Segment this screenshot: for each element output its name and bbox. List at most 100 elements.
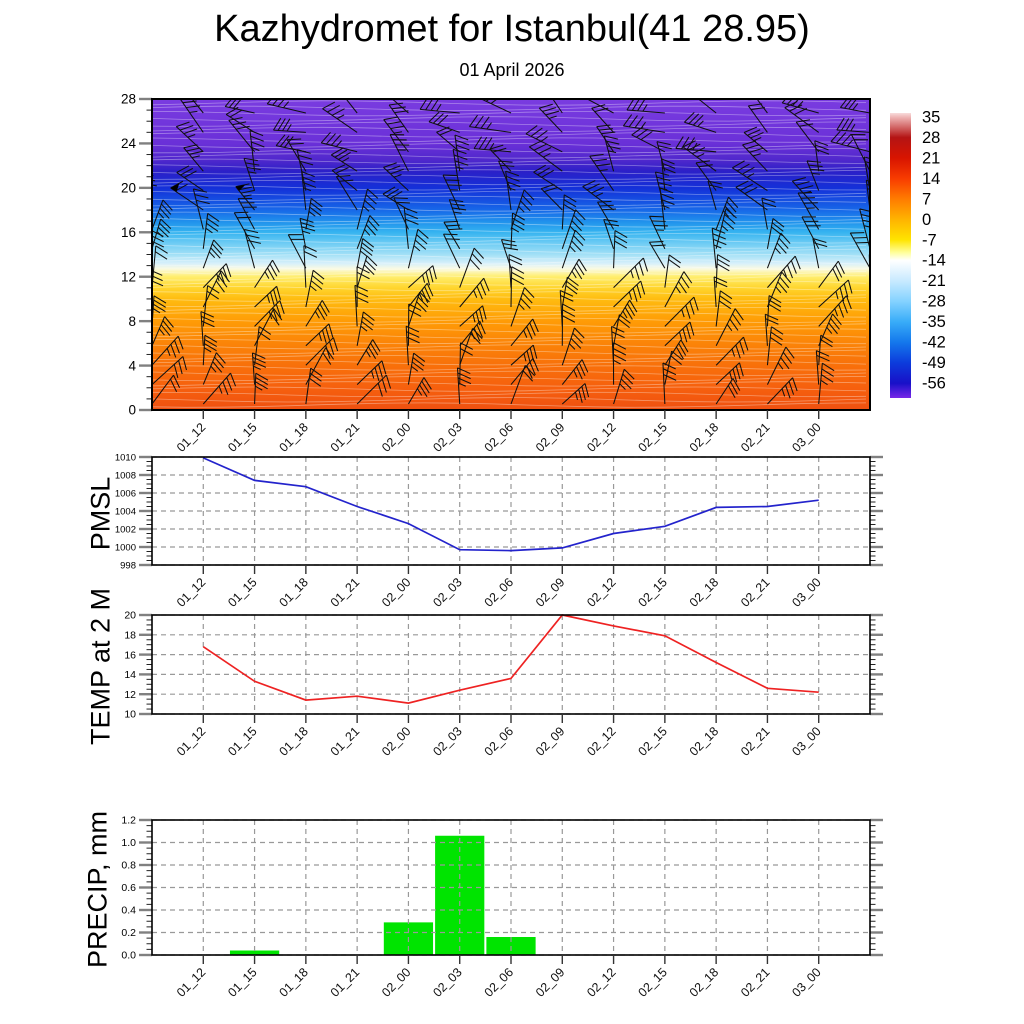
svg-text:01_12: 01_12 bbox=[174, 575, 209, 610]
svg-text:01_15: 01_15 bbox=[225, 724, 260, 759]
svg-text:-21: -21 bbox=[922, 272, 946, 290]
svg-text:02_12: 02_12 bbox=[584, 575, 619, 610]
svg-text:03_00: 03_00 bbox=[789, 724, 824, 759]
svg-text:16: 16 bbox=[121, 225, 136, 240]
svg-text:02_15: 02_15 bbox=[635, 575, 670, 610]
pmsl-line bbox=[202, 457, 819, 552]
svg-text:02_00: 02_00 bbox=[379, 965, 414, 1000]
pmsl-panel: 998 1000 1002 1004 1006 1008 1010 01_12 01_15 01_… bbox=[115, 452, 883, 610]
svg-text:20: 20 bbox=[121, 181, 136, 196]
svg-text:0.2: 0.2 bbox=[121, 927, 136, 939]
svg-text:-14: -14 bbox=[922, 252, 946, 270]
svg-text:1002: 1002 bbox=[115, 524, 136, 535]
svg-text:02_06: 02_06 bbox=[482, 724, 517, 759]
svg-text:03_00: 03_00 bbox=[789, 575, 824, 610]
svg-text:20: 20 bbox=[124, 610, 136, 622]
svg-text:0: 0 bbox=[922, 211, 931, 229]
svg-text:14: 14 bbox=[124, 669, 136, 681]
svg-text:02_03: 02_03 bbox=[430, 420, 465, 455]
temperature-colorbar: 35 28 21 14 7 0 -7 -14 -21 -28 -35 -42 -49 -56 bbox=[890, 109, 946, 398]
svg-text:0.0: 0.0 bbox=[121, 950, 136, 962]
svg-text:02_18: 02_18 bbox=[687, 724, 722, 759]
svg-text:01_18: 01_18 bbox=[276, 575, 311, 610]
svg-text:02_00: 02_00 bbox=[379, 724, 414, 759]
svg-text:03_00: 03_00 bbox=[789, 420, 824, 455]
svg-text:1.0: 1.0 bbox=[121, 837, 136, 849]
svg-text:28: 28 bbox=[922, 129, 940, 147]
svg-text:-56: -56 bbox=[922, 375, 946, 393]
svg-text:02_15: 02_15 bbox=[635, 420, 670, 455]
svg-text:01_21: 01_21 bbox=[328, 420, 363, 455]
svg-text:1008: 1008 bbox=[115, 470, 136, 481]
temp-2m-line bbox=[202, 614, 819, 704]
svg-text:7: 7 bbox=[922, 190, 931, 208]
svg-text:12: 12 bbox=[124, 689, 136, 701]
wind-barbs bbox=[152, 99, 870, 405]
svg-text:02_06: 02_06 bbox=[482, 575, 517, 610]
svg-text:02_21: 02_21 bbox=[738, 575, 773, 610]
svg-text:12: 12 bbox=[121, 269, 136, 284]
date-subtitle: 01 April 2026 bbox=[459, 60, 565, 80]
svg-text:1004: 1004 bbox=[115, 506, 136, 517]
svg-text:01_18: 01_18 bbox=[276, 724, 311, 759]
svg-text:01_21: 01_21 bbox=[328, 575, 363, 610]
svg-text:01_12: 01_12 bbox=[174, 724, 209, 759]
svg-text:-35: -35 bbox=[922, 313, 946, 331]
svg-text:02_06: 02_06 bbox=[482, 420, 517, 455]
svg-text:24: 24 bbox=[121, 136, 137, 151]
svg-text:02_18: 02_18 bbox=[687, 575, 722, 610]
svg-text:01_21: 01_21 bbox=[328, 965, 363, 1000]
page-title: Kazhydromet for Istanbul(41 28.95) bbox=[214, 8, 810, 50]
svg-text:21: 21 bbox=[922, 149, 940, 167]
svg-text:01_15: 01_15 bbox=[225, 420, 260, 455]
svg-text:02_03: 02_03 bbox=[430, 965, 465, 1000]
svg-text:18: 18 bbox=[124, 629, 136, 641]
svg-text:01_18: 01_18 bbox=[276, 420, 311, 455]
svg-text:03_00: 03_00 bbox=[789, 965, 824, 1000]
svg-text:4: 4 bbox=[128, 358, 136, 373]
svg-text:02_03: 02_03 bbox=[430, 575, 465, 610]
svg-text:02_18: 02_18 bbox=[687, 965, 722, 1000]
svg-text:02_12: 02_12 bbox=[584, 724, 619, 759]
svg-text:16: 16 bbox=[124, 649, 136, 661]
svg-text:-7: -7 bbox=[922, 231, 937, 249]
svg-text:02_15: 02_15 bbox=[635, 965, 670, 1000]
svg-text:02_09: 02_09 bbox=[533, 575, 568, 610]
svg-text:998: 998 bbox=[120, 560, 136, 571]
svg-text:0.4: 0.4 bbox=[121, 905, 136, 917]
svg-text:-28: -28 bbox=[922, 293, 946, 311]
svg-text:02_15: 02_15 bbox=[635, 724, 670, 759]
svg-text:1.2: 1.2 bbox=[121, 815, 136, 827]
temp-panel: 10 12 14 16 18 20 01_12 01_15 01_18 01_21 02_00 02_… bbox=[124, 610, 883, 759]
svg-text:02_09: 02_09 bbox=[533, 965, 568, 1000]
svg-text:-42: -42 bbox=[922, 334, 946, 352]
svg-text:02_06: 02_06 bbox=[482, 965, 517, 1000]
svg-text:01_18: 01_18 bbox=[276, 965, 311, 1000]
cross-section-panel: 0 4 8 12 16 20 24 28 01_12 01_15 01_18 01_21 02_00 02… bbox=[121, 92, 871, 455]
svg-text:1010: 1010 bbox=[115, 452, 136, 463]
precip-bar bbox=[229, 950, 280, 955]
svg-text:02_18: 02_18 bbox=[687, 420, 722, 455]
temperature-shading bbox=[152, 99, 870, 410]
svg-text:01_12: 01_12 bbox=[174, 965, 209, 1000]
svg-text:01_15: 01_15 bbox=[225, 575, 260, 610]
svg-text:02_00: 02_00 bbox=[379, 575, 414, 610]
svg-text:02_21: 02_21 bbox=[738, 724, 773, 759]
svg-text:02_21: 02_21 bbox=[738, 965, 773, 1000]
svg-text:01_21: 01_21 bbox=[328, 724, 363, 759]
svg-text:0.8: 0.8 bbox=[121, 860, 136, 872]
svg-text:02_21: 02_21 bbox=[738, 420, 773, 455]
svg-text:10: 10 bbox=[124, 709, 136, 721]
svg-text:01_12: 01_12 bbox=[174, 420, 209, 455]
svg-text:8: 8 bbox=[128, 314, 136, 329]
svg-text:02_12: 02_12 bbox=[584, 420, 619, 455]
svg-text:02_09: 02_09 bbox=[533, 420, 568, 455]
svg-text:02_09: 02_09 bbox=[533, 724, 568, 759]
svg-text:1000: 1000 bbox=[115, 542, 136, 553]
svg-text:02_00: 02_00 bbox=[379, 420, 414, 455]
precip-panel: 0.0 0.2 0.4 0.6 0.8 1.0 1.2 01_12 01_15 01_18 01_2… bbox=[121, 815, 883, 1000]
contour-lines bbox=[152, 100, 867, 408]
svg-text:1006: 1006 bbox=[115, 488, 136, 499]
